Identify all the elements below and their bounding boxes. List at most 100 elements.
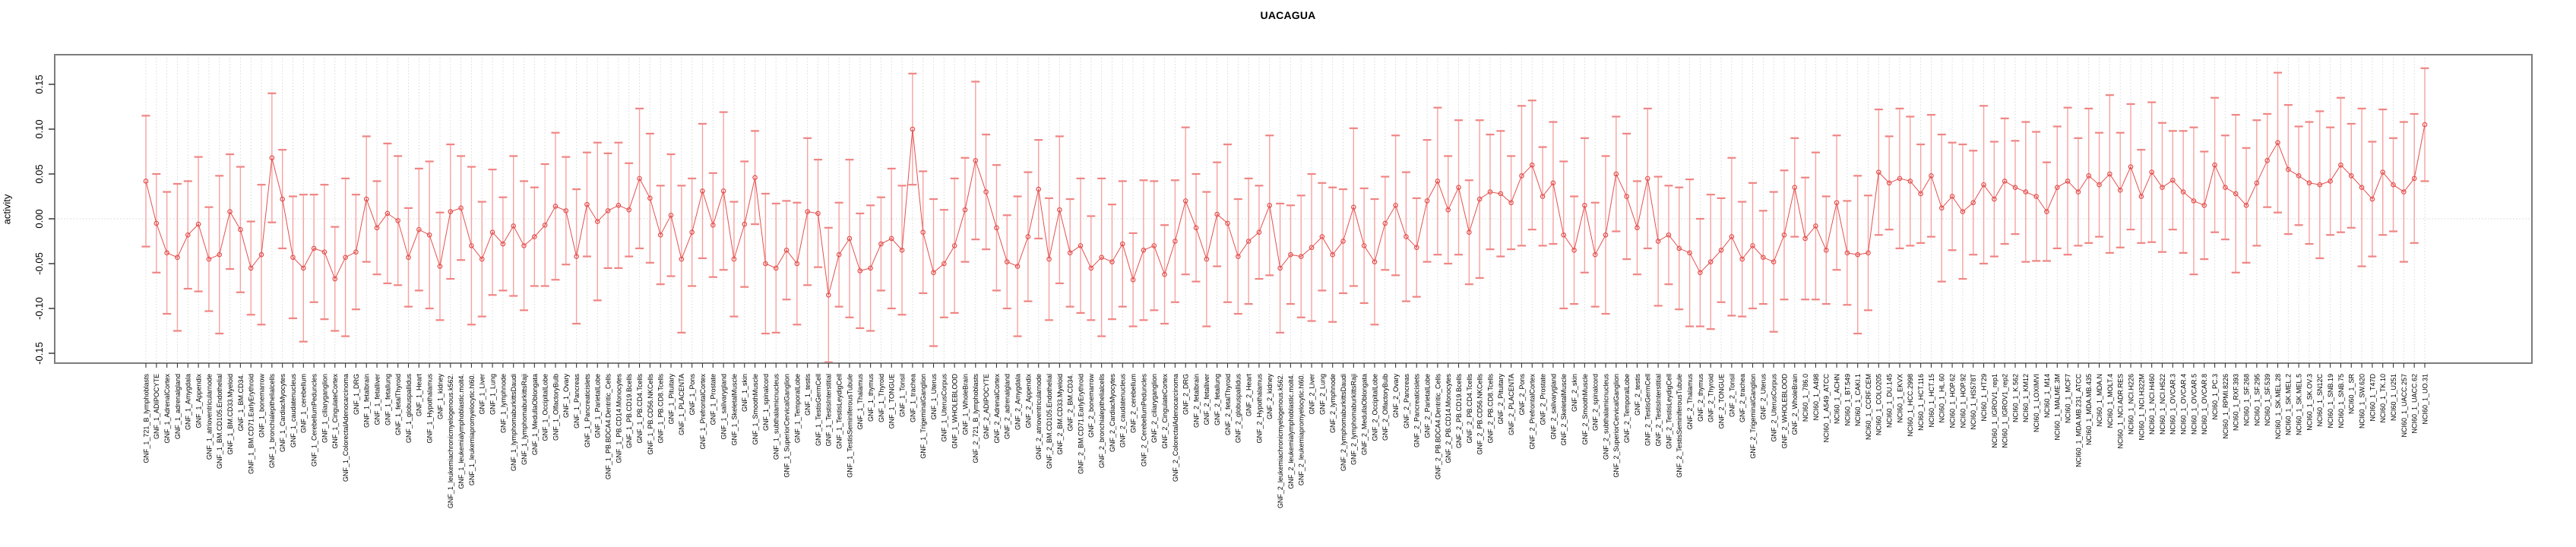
data-point bbox=[321, 249, 328, 255]
x-tick-label: GNF_1_DRG bbox=[353, 374, 360, 415]
data-point bbox=[1487, 189, 1493, 194]
x-tick-label: GNF_1_Pituitary bbox=[667, 374, 675, 425]
data-point bbox=[1644, 175, 1650, 182]
x-tick-label: NCI60_1_PC.3 bbox=[2211, 374, 2219, 420]
x-tick-label: NCI60_1_OVCAR.3 bbox=[2169, 374, 2177, 435]
data-point bbox=[1761, 255, 1766, 261]
data-point bbox=[1456, 185, 1461, 191]
data-point bbox=[1288, 251, 1293, 258]
data-point bbox=[1309, 245, 1315, 251]
x-tick-label: NCI60_1_HL.60 bbox=[1938, 374, 1946, 423]
x-tick-label: NCI60_1_COLO205 bbox=[1875, 374, 1883, 435]
data-point bbox=[668, 212, 674, 218]
x-tick-label: NCI60_1_T47D bbox=[2369, 374, 2376, 422]
data-point bbox=[2223, 185, 2228, 191]
x-tick-label: GNF_1_BM.CD33.Myeloid bbox=[226, 374, 234, 455]
data-point bbox=[920, 229, 926, 236]
data-point bbox=[2044, 209, 2049, 214]
data-point bbox=[1413, 245, 1419, 251]
x-tick-label: GNF_1_CardiacMyocytes bbox=[279, 374, 286, 453]
data-point bbox=[1876, 169, 1881, 175]
x-tick-label: GNF_1_leukemiapromyelocytic.hl60. bbox=[468, 374, 476, 485]
x-tick-label: GNF_2_Amygdala bbox=[1014, 374, 1021, 430]
x-tick-label: GNF_1_OccipitalLobe bbox=[542, 374, 549, 441]
data-point bbox=[1613, 171, 1619, 177]
x-tick-label: NCI60_1_NCI.H522 bbox=[2159, 374, 2166, 435]
data-point bbox=[1792, 185, 1798, 191]
x-tick-label: GNF_1_WholeBrain bbox=[961, 374, 969, 435]
data-point bbox=[1498, 191, 1504, 197]
x-tick-label: GNF_1_WHOLEBLOOD bbox=[951, 374, 959, 449]
x-tick-label: NCI60_1_MDA.MB.231_ATCC bbox=[2074, 374, 2082, 467]
x-tick-label: NCI60_1_SN12C bbox=[2316, 374, 2324, 427]
data-point bbox=[1340, 239, 1346, 244]
data-point bbox=[1141, 247, 1147, 253]
data-point bbox=[2117, 187, 2123, 193]
data-point bbox=[175, 255, 180, 261]
data-point bbox=[2359, 185, 2365, 191]
x-tick-label: NCI60_1_786.0 bbox=[1802, 374, 1809, 422]
x-tick-label: GNF_2_Pons bbox=[1518, 374, 1526, 416]
data-point bbox=[1813, 223, 1818, 229]
data-point bbox=[763, 261, 768, 267]
data-point bbox=[1214, 211, 1220, 217]
x-tick-label: GNF_1_Uterus bbox=[930, 374, 938, 420]
data-point bbox=[238, 226, 243, 232]
x-tick-label: GNF_1_bonemarrow bbox=[258, 374, 265, 438]
data-point bbox=[416, 226, 422, 232]
x-tick-label: NCI60_1_A498 bbox=[1812, 374, 1820, 421]
x-tick-label: GNF_1_globuspallidus bbox=[405, 374, 413, 444]
x-tick-label: GNF_2_subthalamicnucleus bbox=[1602, 374, 1609, 460]
x-tick-label: NCI60_1_MCF7 bbox=[2065, 374, 2072, 423]
x-tick-label: NCI60_1_MALME.3M bbox=[2054, 374, 2062, 441]
x-tick-label: GNF_2_PB.CD4.Tcells bbox=[1466, 374, 1473, 444]
data-point bbox=[1907, 179, 1913, 184]
data-point bbox=[1739, 256, 1745, 262]
data-point bbox=[195, 221, 201, 227]
x-tick-label: NCI60_1_SK.MEL.2 bbox=[2285, 374, 2293, 435]
data-point bbox=[1036, 186, 1042, 192]
data-point bbox=[1088, 265, 1094, 271]
x-tick-label: GNF_2_CardiacMyocytes bbox=[1109, 374, 1116, 453]
data-point bbox=[2201, 202, 2207, 208]
data-point bbox=[1603, 232, 1609, 238]
data-point bbox=[1571, 247, 1577, 253]
x-tick-label: GNF_2_UterusCorpus bbox=[1771, 374, 1778, 442]
data-point bbox=[217, 251, 223, 258]
y-tick-label: -0.05 bbox=[33, 252, 45, 275]
x-tick-label: NCI60_1_SNB.19 bbox=[2327, 374, 2334, 428]
x-tick-label: NCI60_1_BT.549 bbox=[1843, 374, 1851, 426]
x-tick-label: GNF_2_fetalliver bbox=[1203, 374, 1210, 425]
data-point bbox=[2243, 202, 2249, 208]
x-tick-label: GNF_2_lymphnode bbox=[1329, 374, 1337, 433]
x-tick-label: NCI60_1_MDA.MB.435 bbox=[2085, 374, 2093, 445]
x-tick-label: GNF_1_SuperiorCervicalGanglion bbox=[783, 374, 790, 478]
x-tick-label: GNF_1_PrefrontalCortex bbox=[699, 374, 707, 450]
data-point bbox=[574, 254, 579, 259]
x-tick-label: GNF_2_BM.CD105.Endothelial bbox=[1046, 374, 1053, 469]
x-tick-label: GNF_1_Heart bbox=[416, 374, 423, 417]
x-tick-label: NCI60_1_MDA.N bbox=[2096, 374, 2103, 427]
x-tick-label: GNF_2_Lung bbox=[1318, 374, 1326, 415]
data-point bbox=[353, 249, 359, 255]
x-tick-label: NCI60_1_NCI.H322M bbox=[2138, 374, 2145, 441]
data-point bbox=[1540, 194, 1546, 199]
data-point bbox=[1624, 194, 1629, 199]
data-point bbox=[616, 202, 622, 208]
data-point bbox=[1823, 247, 1829, 253]
x-tick-label: NCI60_1_SF.295 bbox=[2253, 374, 2261, 426]
x-tick-label: GNF_1_TestisSeminiferousTubule bbox=[846, 374, 853, 478]
x-tick-label: GNF_2_TestisSeminiferousTubule bbox=[1676, 374, 1683, 478]
x-tick-label: NCI60_1_UO.31 bbox=[2421, 374, 2429, 425]
x-tick-label: GNF_2_TemporalLobe bbox=[1623, 374, 1631, 443]
data-point bbox=[2338, 162, 2343, 168]
data-point bbox=[552, 204, 559, 209]
x-tick-label: GNF_2_cerebellum bbox=[1130, 374, 1138, 433]
data-point bbox=[290, 255, 296, 261]
x-tick-label: NCI60_1_LOXIMVI bbox=[2033, 374, 2040, 432]
data-point bbox=[1476, 196, 1483, 202]
plot-border bbox=[54, 54, 2533, 364]
x-tick-label: NCI60_1_SNB.75 bbox=[2337, 374, 2345, 428]
data-point bbox=[1855, 251, 1861, 258]
x-tick-label: GNF_2_SuperiorCervicalGanglion bbox=[1612, 374, 1620, 478]
